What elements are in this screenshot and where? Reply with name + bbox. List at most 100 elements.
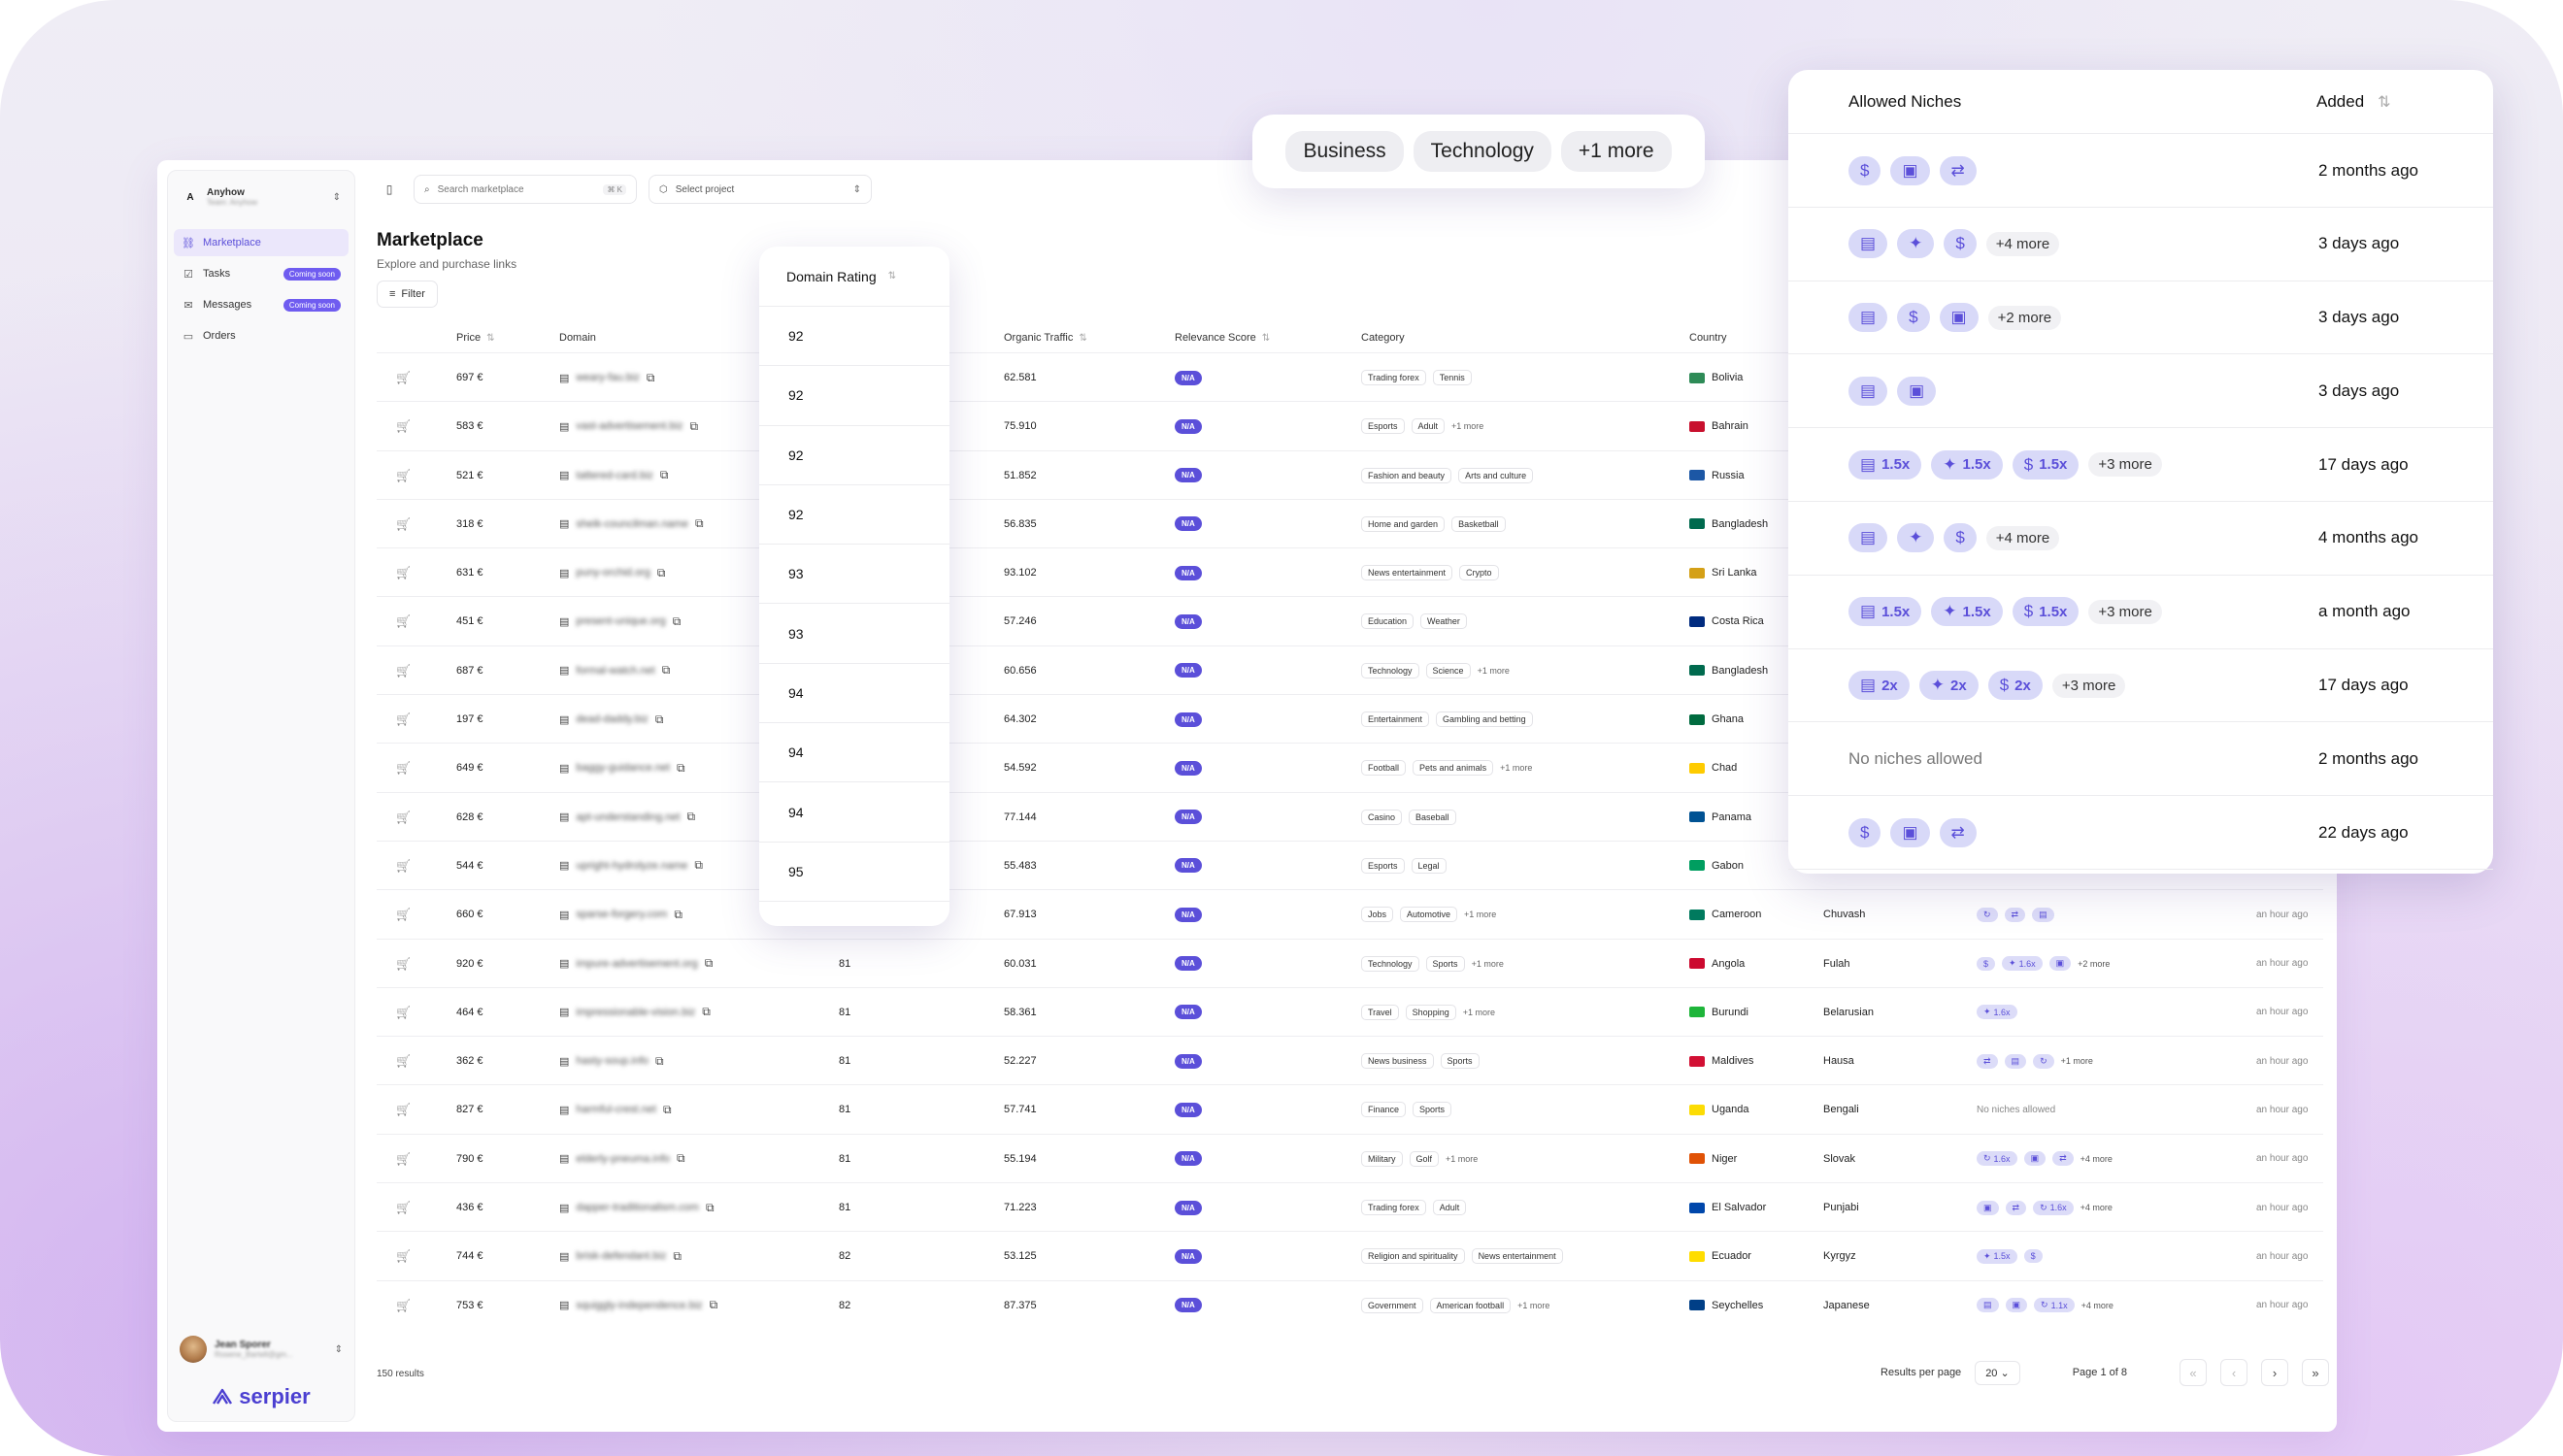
domain-rating-header[interactable]: Domain Rating ⇅: [759, 247, 949, 307]
category-chip[interactable]: +1 more: [1560, 131, 1672, 172]
cart-icon[interactable]: 🛒: [396, 1298, 411, 1312]
cart-icon[interactable]: 🛒: [396, 371, 411, 384]
external-link-icon[interactable]: ⧉: [677, 1151, 685, 1166]
domain-name[interactable]: hasty-soup.info: [576, 1055, 649, 1068]
domain-name[interactable]: impressionable-vision.biz: [576, 1006, 696, 1018]
header-relevance[interactable]: Relevance Score ⇅: [1175, 323, 1270, 352]
cart-icon[interactable]: 🛒: [396, 858, 411, 873]
search-box[interactable]: ⌕ ⌘ K: [414, 175, 637, 204]
domain-name[interactable]: upright-hydrolyze.name: [576, 859, 688, 872]
cart-icon[interactable]: 🛒: [396, 810, 411, 824]
domain-name[interactable]: dead-daddy.biz: [576, 713, 649, 726]
domain-name[interactable]: harmful-crest.net: [576, 1104, 656, 1116]
cart-icon[interactable]: 🛒: [396, 712, 411, 727]
domain-name[interactable]: squiggly-independence.biz: [576, 1299, 703, 1311]
cart-icon[interactable]: 🛒: [396, 516, 411, 531]
sidebar-item-messages[interactable]: ✉ Messages Coming soon: [174, 291, 349, 318]
domain-name[interactable]: sparse-forgery.com: [576, 909, 668, 921]
category-more[interactable]: +1 more: [1500, 763, 1533, 774]
external-link-icon[interactable]: ⧉: [656, 565, 666, 579]
niches-more[interactable]: +2 more: [1987, 305, 2062, 330]
niches-more[interactable]: +4 more: [2080, 1203, 2113, 1213]
external-link-icon[interactable]: ⧉: [702, 1005, 711, 1019]
cart-icon[interactable]: 🛒: [396, 1054, 411, 1069]
filter-button[interactable]: ≡ Filter: [377, 281, 438, 308]
external-link-icon[interactable]: ⧉: [662, 1102, 672, 1116]
rows-per-page-select[interactable]: 20 ⌄: [1975, 1360, 2020, 1385]
external-link-icon[interactable]: ⧉: [673, 1248, 682, 1263]
search-input[interactable]: [437, 183, 593, 195]
external-link-icon[interactable]: ⧉: [677, 760, 685, 775]
external-link-icon[interactable]: ⧉: [704, 956, 714, 971]
added-header[interactable]: Added ⇅: [2316, 70, 2391, 134]
sidebar-item-orders[interactable]: ▭ Orders: [174, 322, 349, 349]
sidebar-item-tasks[interactable]: ☑ Tasks Coming soon: [174, 260, 349, 287]
niches-more[interactable]: +1 more: [2060, 1056, 2093, 1067]
domain-name[interactable]: formal-watch.net: [576, 664, 655, 677]
category-more[interactable]: +1 more: [1464, 910, 1497, 920]
domain-name[interactable]: weary-fau.biz: [576, 372, 640, 383]
sidebar-item-marketplace[interactable]: ⛓ Marketplace: [174, 229, 349, 256]
cart-icon[interactable]: 🛒: [396, 1249, 411, 1264]
niches-more[interactable]: +3 more: [2051, 673, 2126, 698]
domain-name[interactable]: puny-orchid.org: [576, 567, 650, 579]
domain-name[interactable]: tattered-card.biz: [576, 469, 653, 481]
domain-name[interactable]: impure-advertisement.org: [576, 957, 698, 970]
cart-icon[interactable]: 🛒: [396, 1151, 411, 1166]
niches-more[interactable]: +3 more: [2088, 452, 2162, 478]
category-more[interactable]: +1 more: [1462, 1007, 1495, 1017]
cart-icon[interactable]: 🛒: [396, 956, 411, 971]
workspace-switcher[interactable]: A Anyhow Team: Anyhow ⇕: [176, 179, 347, 215]
project-select[interactable]: ⬡ Select project ⇕: [649, 175, 872, 204]
next-page-button[interactable]: ›: [2261, 1359, 2288, 1386]
external-link-icon[interactable]: ⧉: [659, 468, 669, 482]
category-more[interactable]: +1 more: [1517, 1300, 1550, 1310]
domain-name[interactable]: brisk-defendant.biz: [576, 1250, 667, 1263]
cart-icon[interactable]: 🛒: [396, 1103, 411, 1117]
external-link-icon[interactable]: ⧉: [689, 418, 699, 433]
external-link-icon[interactable]: ⧉: [709, 1298, 718, 1312]
user-menu[interactable]: Jean Sporer Rosene_Bartell@gm... ⇕: [176, 1330, 347, 1369]
external-link-icon[interactable]: ⧉: [686, 810, 696, 824]
external-link-icon[interactable]: ⧉: [646, 370, 655, 384]
external-link-icon[interactable]: ⧉: [672, 613, 682, 628]
cart-icon[interactable]: 🛒: [396, 468, 411, 482]
external-link-icon[interactable]: ⧉: [654, 711, 664, 726]
cart-icon[interactable]: 🛒: [396, 663, 411, 678]
domain-name[interactable]: apt-understanding.net: [576, 811, 681, 823]
cart-icon[interactable]: 🛒: [396, 1201, 411, 1215]
cart-icon[interactable]: 🛒: [396, 566, 411, 580]
external-link-icon[interactable]: ⧉: [705, 1200, 715, 1214]
domain-name[interactable]: dapper-traditionalism.com: [576, 1202, 699, 1214]
domain-name[interactable]: baggy-guidance.net: [576, 762, 671, 775]
cart-icon[interactable]: 🛒: [396, 1005, 411, 1019]
niches-more[interactable]: +4 more: [2080, 1300, 2114, 1310]
external-link-icon[interactable]: ⧉: [655, 1053, 664, 1068]
niches-more[interactable]: +3 more: [2088, 599, 2162, 624]
cart-icon[interactable]: 🛒: [396, 908, 411, 922]
external-link-icon[interactable]: ⧉: [694, 516, 704, 531]
category-more[interactable]: +1 more: [1451, 421, 1484, 432]
prev-page-button[interactable]: ‹: [2220, 1359, 2247, 1386]
niches-more[interactable]: +4 more: [1985, 525, 2060, 550]
cart-icon[interactable]: 🛒: [396, 761, 411, 776]
cart-icon[interactable]: 🛒: [396, 419, 411, 434]
domain-name[interactable]: sheik-councilman.name: [576, 517, 688, 530]
external-link-icon[interactable]: ⧉: [694, 858, 703, 873]
niches-more[interactable]: +4 more: [1985, 231, 2060, 256]
category-more[interactable]: +1 more: [1471, 958, 1504, 969]
external-link-icon[interactable]: ⧉: [674, 907, 682, 921]
sidebar-toggle-icon[interactable]: ▯: [385, 182, 393, 196]
domain-name[interactable]: vast-advertisement.biz: [576, 420, 683, 433]
header-organic-traffic[interactable]: Organic Traffic ⇅: [1004, 323, 1087, 352]
cart-icon[interactable]: 🛒: [396, 614, 411, 629]
category-more[interactable]: +1 more: [1446, 1153, 1479, 1164]
first-page-button[interactable]: «: [2180, 1359, 2207, 1386]
external-link-icon[interactable]: ⧉: [661, 663, 671, 678]
last-page-button[interactable]: »: [2302, 1359, 2329, 1386]
niches-more[interactable]: +4 more: [2080, 1153, 2113, 1164]
category-more[interactable]: +1 more: [1477, 665, 1510, 676]
header-price[interactable]: Price ⇅: [456, 323, 494, 352]
domain-name[interactable]: elderly-pneuma.info: [576, 1152, 671, 1165]
niches-more[interactable]: +2 more: [2078, 958, 2111, 969]
